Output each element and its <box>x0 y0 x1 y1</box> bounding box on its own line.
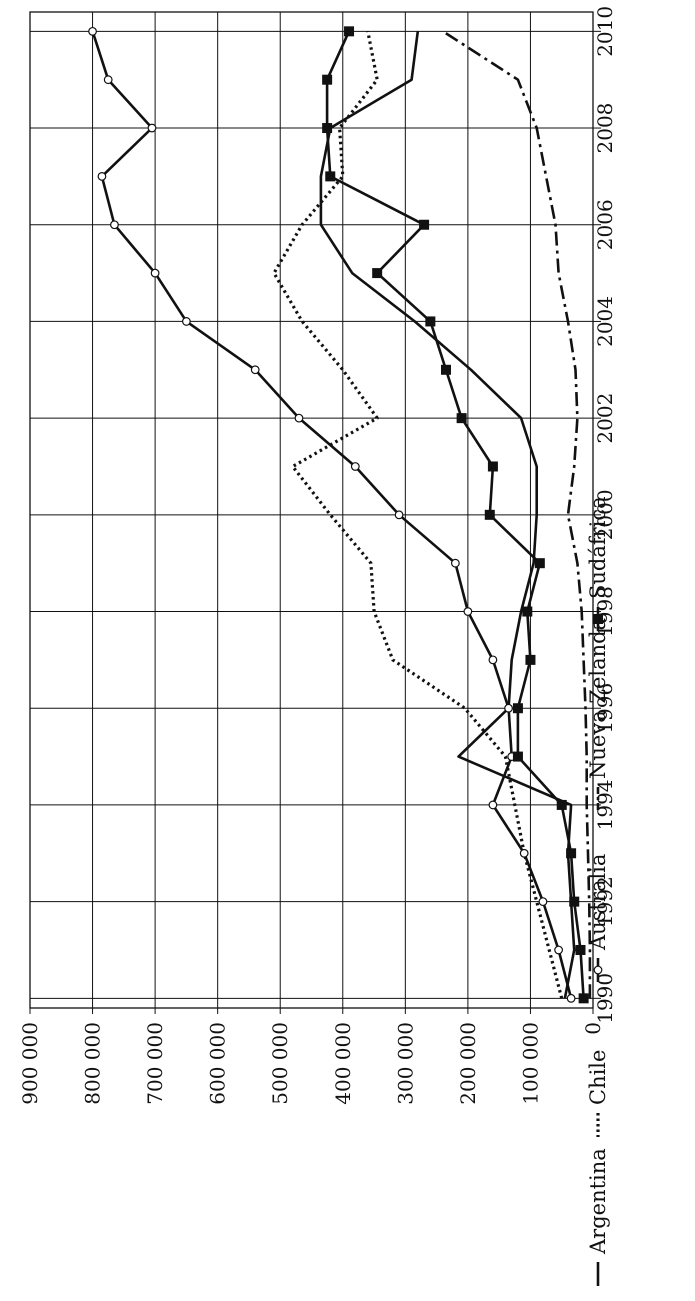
legend-label: Nueva Zelanda <box>586 618 610 779</box>
x-tick-label: 1996 <box>593 683 617 734</box>
data-point <box>556 799 567 810</box>
legend-entry-4: Sudáfrica <box>586 496 610 631</box>
y-tick-label: 100 000 <box>518 1022 542 1105</box>
data-point <box>419 219 430 230</box>
legend-entry-0: Argentina <box>586 1148 610 1286</box>
data-point <box>456 413 467 424</box>
data-point <box>425 316 436 327</box>
x-tick-label: 1990 <box>593 973 617 1024</box>
y-tick-label: 0 <box>581 1022 605 1035</box>
data-point <box>538 897 548 907</box>
data-point <box>147 123 157 133</box>
data-point <box>522 606 533 617</box>
data-point <box>450 558 460 568</box>
data-point <box>534 558 545 569</box>
y-tick-label: 700 000 <box>143 1022 167 1105</box>
legend-label: Sudáfrica <box>586 496 610 599</box>
data-point <box>250 365 260 375</box>
data-point <box>504 703 513 713</box>
data-point <box>322 74 333 85</box>
data-point <box>97 171 107 181</box>
x-tick-label: 2002 <box>593 393 617 444</box>
data-point <box>519 848 529 858</box>
data-point <box>463 607 473 616</box>
y-tick-label: 200 000 <box>456 1022 480 1105</box>
legend: Argentina Chile Australia Nueva Zelanda Sudá… <box>586 496 610 1286</box>
y-tick-label: 800 000 <box>81 1022 105 1105</box>
y-tick-label: 400 000 <box>331 1022 355 1105</box>
data-point <box>488 655 498 665</box>
data-point <box>440 364 451 375</box>
legend-entry-3: Nueva Zelanda <box>586 618 610 811</box>
data-point <box>554 945 563 955</box>
data-point <box>484 509 495 520</box>
legend-label: Australia <box>586 854 610 951</box>
data-point <box>569 896 580 907</box>
x-tick-label: 2006 <box>593 199 617 250</box>
y-tick-label: 300 000 <box>393 1022 417 1105</box>
data-point <box>566 848 577 859</box>
x-tick-label: 2004 <box>593 296 617 347</box>
x-axis-ticks: 1990199219941996199820002002200420062008… <box>593 6 617 1024</box>
grid <box>29 11 594 1009</box>
data-point <box>566 993 576 1003</box>
series-layer <box>88 26 592 1004</box>
data-point <box>88 26 97 36</box>
data-point <box>394 510 404 520</box>
data-point <box>575 944 586 955</box>
data-point <box>110 220 119 230</box>
legend-marker <box>593 965 603 975</box>
legend-marker <box>593 614 603 624</box>
data-point <box>487 461 498 472</box>
x-tick-label: 2008 <box>593 103 617 154</box>
data-point <box>372 268 383 279</box>
data-point <box>350 462 360 471</box>
y-axis-ticks: 0 100 000 200 000 300 000 400 000 500 000 600 … <box>18 1008 605 1105</box>
x-tick-label: 1994 <box>593 779 617 830</box>
legend-label: Argentina <box>586 1148 610 1255</box>
x-tick-label: 1992 <box>593 876 617 927</box>
data-point <box>150 268 160 278</box>
data-point <box>512 751 523 762</box>
x-tick-label: 2000 <box>593 489 617 540</box>
data-point <box>294 413 304 423</box>
data-point <box>525 654 536 665</box>
data-point <box>488 800 498 810</box>
legend-entry-2: Australia <box>586 854 610 982</box>
data-point <box>181 317 191 326</box>
data-point <box>344 26 355 37</box>
x-tick-label: 2010 <box>593 6 617 57</box>
legend-label: Chile <box>586 1050 610 1105</box>
y-tick-label: 600 000 <box>206 1022 230 1105</box>
data-point <box>103 75 113 85</box>
legend-entry-1: Chile <box>586 1050 610 1137</box>
data-point <box>325 171 336 182</box>
plot-frame <box>29 11 594 1009</box>
data-point <box>512 703 523 714</box>
series-4 <box>322 26 589 1004</box>
series-2 <box>88 26 576 1003</box>
series-1 <box>272 30 564 999</box>
data-point <box>578 993 589 1004</box>
series-line <box>272 30 564 999</box>
y-tick-label: 500 000 <box>268 1022 292 1105</box>
y-tick-label: 900 000 <box>18 1022 42 1105</box>
data-point <box>322 123 333 134</box>
